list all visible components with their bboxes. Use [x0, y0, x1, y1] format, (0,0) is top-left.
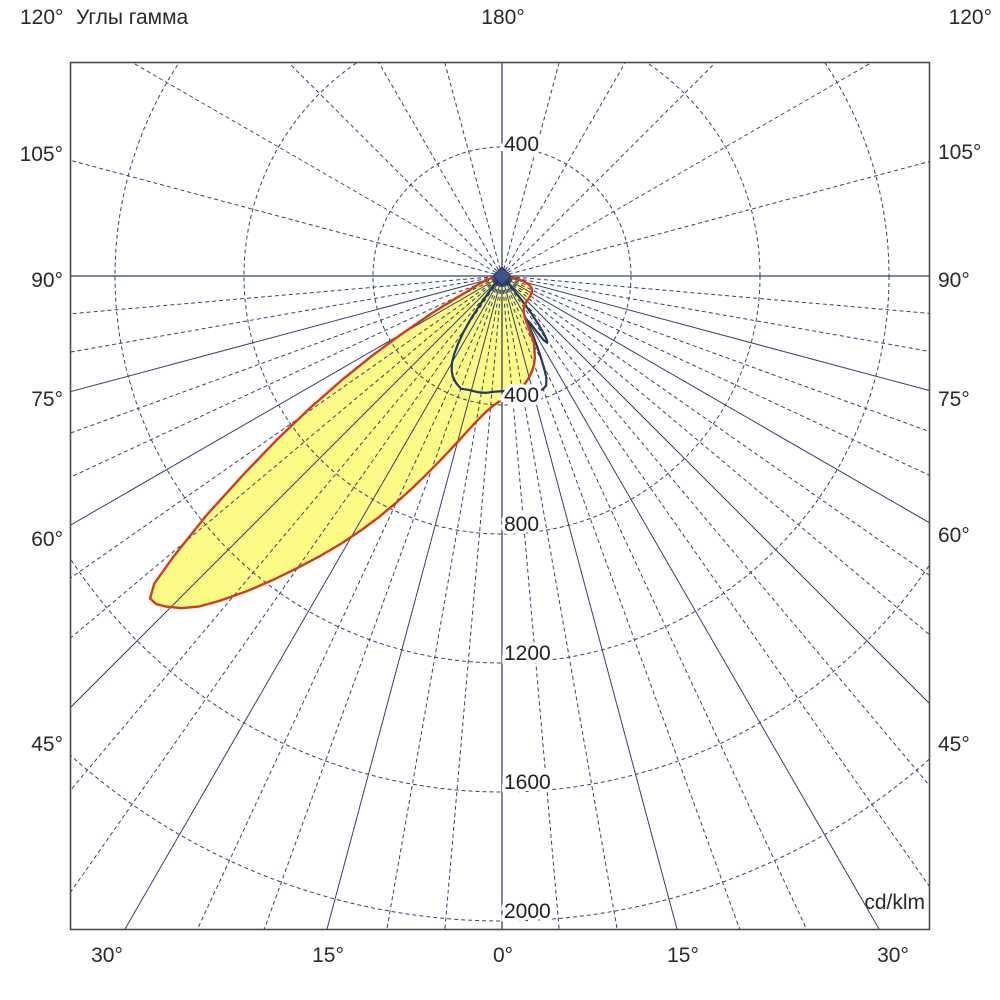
radial-tick-label-400: 400 [504, 384, 539, 407]
grid-ray--45 [70, 275, 503, 709]
radial-tick-label-2000: 2000 [504, 900, 551, 923]
grid-ray-75 [501, 275, 930, 392]
grid-ring-2000 [70, 754, 930, 922]
gamma-label-right-60: 60° [938, 524, 970, 547]
grid-ray-120 [501, 62, 874, 277]
grid-ray-50 [501, 275, 930, 636]
page-title: Углы гамма [76, 6, 189, 29]
gamma-label-bottom-right-15: 15° [667, 944, 699, 967]
grid-ray-60 [501, 275, 930, 524]
curve-c90-c270 [450, 276, 549, 394]
grid-ray--120 [130, 62, 503, 277]
pole-marker-icon [492, 266, 512, 286]
grid-ray--60 [70, 275, 503, 526]
grid-ray--135 [287, 62, 503, 277]
gamma-label-bottom-right-30: 30° [877, 944, 909, 967]
grid-ray-105 [501, 160, 930, 277]
gamma-label-top-right-120: 120° [948, 6, 992, 29]
gamma-label-right-90: 90° [938, 269, 970, 292]
grid-ray-35 [501, 275, 930, 889]
grid-ray--30 [123, 275, 503, 930]
gamma-label-left-60: 60° [31, 528, 63, 551]
grid-ray-135 [501, 62, 717, 277]
radial-tick-label-top-400: 400 [504, 133, 539, 156]
grid-ray--15 [326, 275, 503, 930]
radial-tick-label-800: 800 [504, 513, 539, 536]
plot-border [69, 61, 931, 931]
grid-ray-65 [501, 275, 930, 477]
grid-ray-30 [501, 275, 881, 930]
curve-c0-c180 [148, 274, 537, 610]
gamma-label-left-90: 90° [31, 269, 63, 292]
gamma-label-left-75: 75° [31, 388, 63, 411]
units-label: cd/klm [862, 891, 927, 915]
gamma-label-right-105: 105° [938, 141, 982, 164]
grid-ray--150 [377, 62, 503, 277]
gamma-label-bottom-left-15: 15° [312, 944, 344, 967]
grid-ray-25 [501, 275, 808, 930]
radial-tick-label-1200: 1200 [504, 642, 551, 665]
gamma-label-bottom-left-30: 30° [91, 944, 123, 967]
gamma-label-top-center-180: 180° [481, 6, 525, 29]
grid-ray-40 [501, 275, 930, 787]
gamma-label-bottom-0: 0° [492, 944, 514, 967]
grid-ray-20 [501, 275, 741, 930]
grid-ray-80 [501, 275, 930, 352]
gamma-label-right-75: 75° [938, 388, 970, 411]
grid-ray--75 [70, 275, 503, 393]
grid-ray-165 [501, 62, 560, 277]
grid-ray-85 [501, 275, 930, 314]
gamma-label-left-45: 45° [31, 733, 63, 756]
gamma-label-top-left-120: 120° [20, 6, 64, 29]
gamma-label-right-45: 45° [938, 733, 970, 756]
beam-lobe-fill [150, 276, 535, 609]
grid-ray-45 [501, 275, 930, 705]
grid-ray-150 [501, 62, 627, 277]
gamma-label-left-105: 105° [19, 143, 63, 166]
radial-tick-label-1600: 1600 [504, 771, 551, 794]
grid-ray-15 [501, 275, 678, 930]
grid-ray--165 [444, 62, 503, 277]
grid-ray--105 [70, 159, 503, 277]
grid-ray-55 [501, 275, 930, 577]
